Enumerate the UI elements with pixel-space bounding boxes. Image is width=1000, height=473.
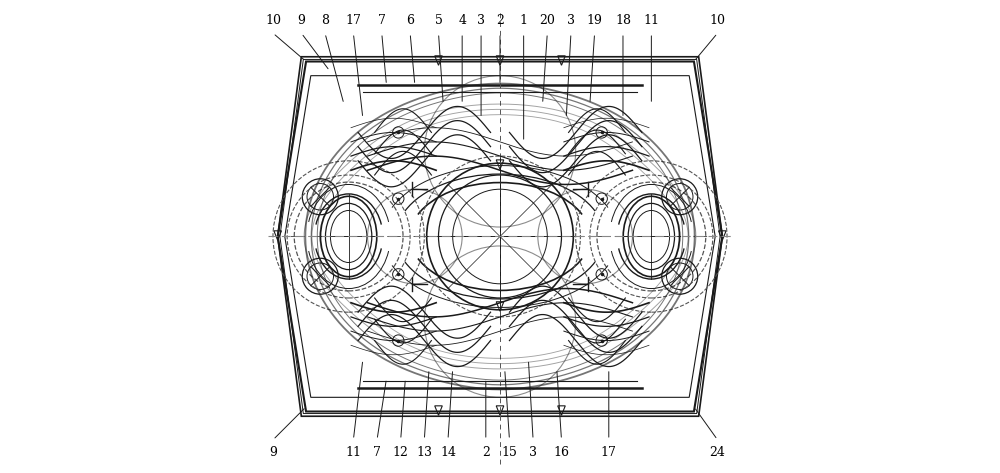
- Text: 2: 2: [482, 446, 490, 459]
- Text: 1: 1: [520, 14, 528, 27]
- Text: 12: 12: [393, 446, 409, 459]
- Text: 17: 17: [601, 446, 617, 459]
- Text: 3: 3: [529, 446, 537, 459]
- Text: 16: 16: [553, 446, 569, 459]
- Text: 2: 2: [496, 14, 504, 27]
- Text: 14: 14: [440, 446, 456, 459]
- Text: 18: 18: [615, 14, 631, 27]
- Text: 10: 10: [265, 14, 281, 27]
- Text: 15: 15: [502, 446, 517, 459]
- Text: 11: 11: [345, 446, 361, 459]
- Text: 5: 5: [435, 14, 442, 27]
- Text: 7: 7: [378, 14, 386, 27]
- Text: 20: 20: [539, 14, 555, 27]
- Text: 8: 8: [321, 14, 329, 27]
- Text: 19: 19: [587, 14, 603, 27]
- Text: 7: 7: [373, 446, 381, 459]
- Text: 13: 13: [416, 446, 432, 459]
- Text: 10: 10: [710, 14, 726, 27]
- Text: 11: 11: [643, 14, 659, 27]
- Text: 9: 9: [297, 14, 305, 27]
- Text: 3: 3: [477, 14, 485, 27]
- Text: 9: 9: [269, 446, 277, 459]
- Text: 3: 3: [567, 14, 575, 27]
- Text: 4: 4: [458, 14, 466, 27]
- Text: 17: 17: [345, 14, 361, 27]
- Text: 6: 6: [406, 14, 414, 27]
- Text: 24: 24: [710, 446, 726, 459]
